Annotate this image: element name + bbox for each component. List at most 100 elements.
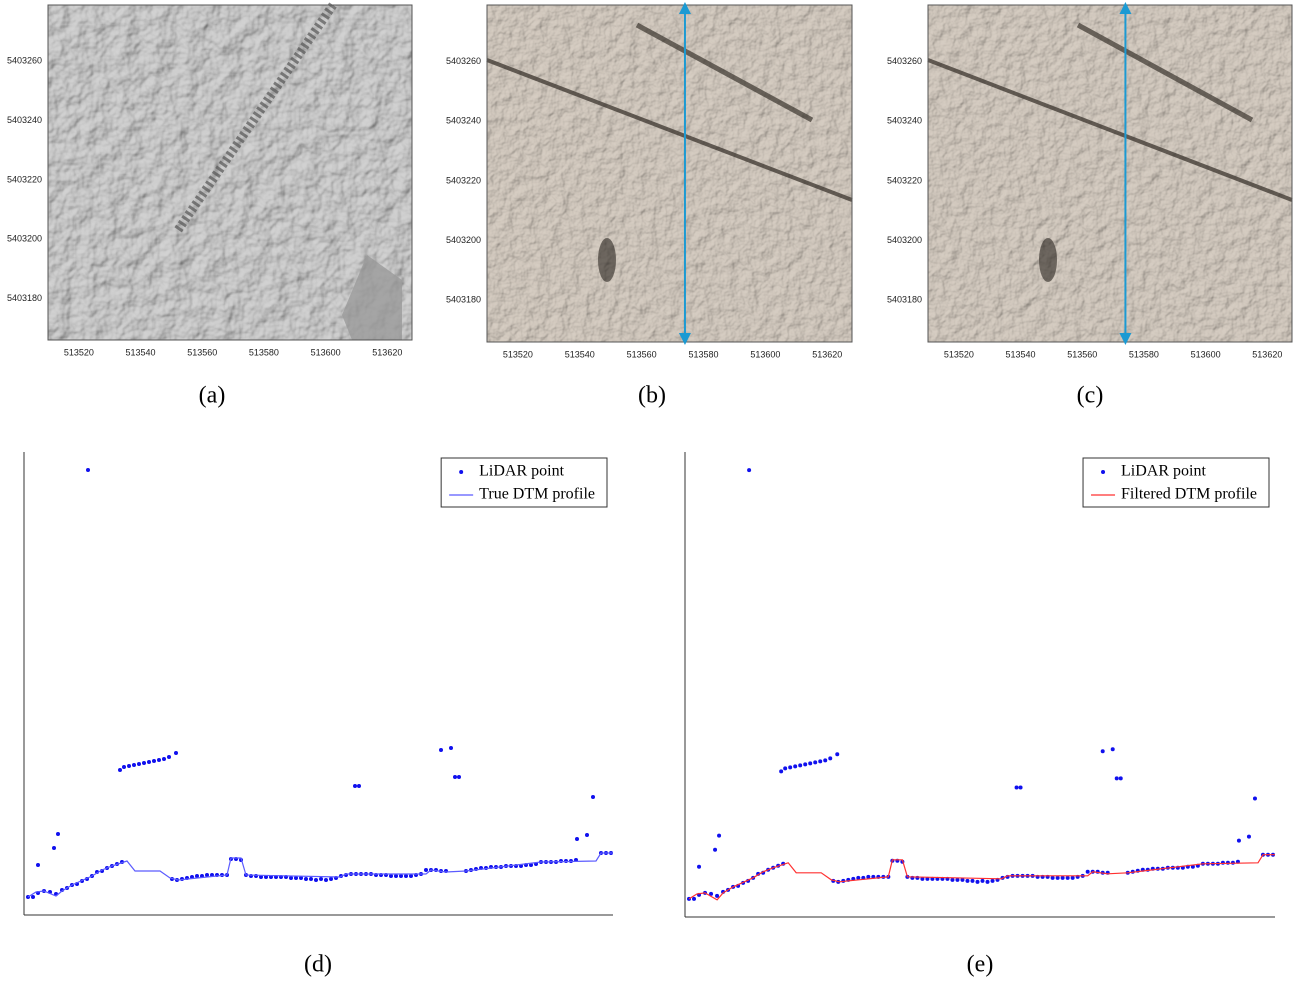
lidar-point: [717, 833, 722, 838]
lidar-point: [122, 765, 126, 769]
lidar-point: [289, 876, 293, 880]
legend: LiDAR point Filtered DTM profile: [1082, 457, 1270, 508]
x-tick-label: 513560: [1067, 349, 1097, 359]
panel-label: (a): [199, 383, 226, 409]
lidar-point: [195, 874, 199, 878]
lidar-point: [1118, 776, 1123, 781]
lidar-point: [793, 764, 798, 769]
y-tick-label: 5403240: [887, 116, 922, 126]
lidar-point: [314, 878, 318, 882]
lidar-point: [404, 874, 408, 878]
lidar-point: [36, 863, 40, 867]
y-tick-label: 5403260: [7, 56, 42, 66]
lidar-point: [167, 755, 171, 759]
lidar-point: [304, 877, 308, 881]
lidar-point: [559, 859, 563, 863]
y-tick-label: 5403220: [887, 175, 922, 185]
lidar-point: [137, 762, 141, 766]
lidar-point: [779, 769, 784, 774]
lidar-point: [747, 468, 752, 473]
lidar-point: [1100, 749, 1105, 754]
lidar-point: [955, 877, 960, 882]
y-tick-label: 5403180: [7, 293, 42, 303]
lidar-point: [1055, 875, 1060, 880]
x-tick-label: 513600: [311, 347, 341, 357]
lidar-point: [1070, 875, 1075, 880]
lidar-point: [715, 893, 720, 898]
lidar-point: [798, 763, 803, 768]
lidar-point: [709, 891, 714, 896]
lidar-point: [591, 795, 595, 799]
x-tick-label: 513620: [372, 347, 402, 357]
lidar-point: [866, 874, 871, 879]
lidar-point: [132, 763, 136, 767]
lidar-point: [1252, 796, 1257, 801]
y-tick-label: 5403220: [446, 175, 481, 185]
x-tick-label: 513620: [812, 349, 842, 359]
image-frame: [486, 4, 853, 343]
lidar-point: [856, 875, 861, 880]
lidar-point: [975, 879, 980, 884]
lidar-point: [1110, 747, 1115, 752]
x-tick-label: 513520: [64, 347, 94, 357]
lidar-point: [147, 760, 151, 764]
lidar-point: [259, 875, 263, 879]
lidar-point: [529, 863, 533, 867]
lidar-point: [453, 775, 457, 779]
hillshade-texture: [487, 5, 852, 342]
legend-label: LiDAR point: [479, 463, 564, 480]
lidar-point: [980, 878, 985, 883]
panel-label: (c): [1077, 383, 1104, 409]
lidar-point: [823, 758, 828, 763]
lidar-point: [127, 764, 131, 768]
x-tick-label: 513560: [627, 349, 657, 359]
x-tick-label: 513580: [1129, 349, 1159, 359]
lidar-point: [783, 766, 788, 771]
legend: LiDAR point True DTM profile: [440, 457, 608, 508]
lidar-point: [965, 878, 970, 883]
lidar-point: [950, 877, 955, 882]
lidar-point: [449, 746, 453, 750]
lidar-point: [713, 847, 718, 852]
x-tick-label: 513620: [1252, 349, 1282, 359]
y-tick-label: 5403200: [887, 235, 922, 245]
x-tick-label: 513600: [1191, 349, 1221, 359]
x-tick-label: 513520: [503, 349, 533, 359]
lidar-point: [324, 878, 328, 882]
lidar-point: [439, 748, 443, 752]
lidar-point: [389, 874, 393, 878]
profile-line: [688, 854, 1275, 901]
hollow: [1039, 238, 1057, 282]
x-tick-label: 513580: [689, 349, 719, 359]
lidar-point: [157, 758, 161, 762]
lidar-point: [697, 864, 702, 869]
lidar-point: [835, 752, 840, 757]
building: [342, 255, 402, 340]
lidar-point: [920, 876, 925, 881]
lidar-point: [142, 761, 146, 765]
y-tick-label: 5403220: [7, 174, 42, 184]
lidar-point: [56, 832, 60, 836]
lidar-point: [575, 837, 579, 841]
y-tick-label: 5403240: [7, 115, 42, 125]
y-tick-label: 5403260: [887, 56, 922, 66]
lidar-point: [1220, 860, 1225, 865]
lidar-point: [205, 873, 209, 877]
lidar-point: [353, 784, 357, 788]
lidar-point: [319, 877, 323, 881]
lidar-point: [1190, 864, 1195, 869]
lidar-point: [1236, 838, 1241, 843]
lidar-point: [1050, 875, 1055, 880]
legend-swatch: [1101, 470, 1106, 474]
lidar-point: [162, 757, 166, 761]
lidar-point: [1085, 869, 1090, 874]
panel-label: (d): [304, 952, 332, 978]
lidar-point: [174, 751, 178, 755]
lidar-point: [86, 468, 90, 472]
lidar-point: [828, 756, 833, 761]
lidar-point: [424, 868, 428, 872]
y-tick-label: 5403240: [446, 116, 481, 126]
tree-row: [486, 58, 853, 202]
lidar-point: [394, 874, 398, 878]
